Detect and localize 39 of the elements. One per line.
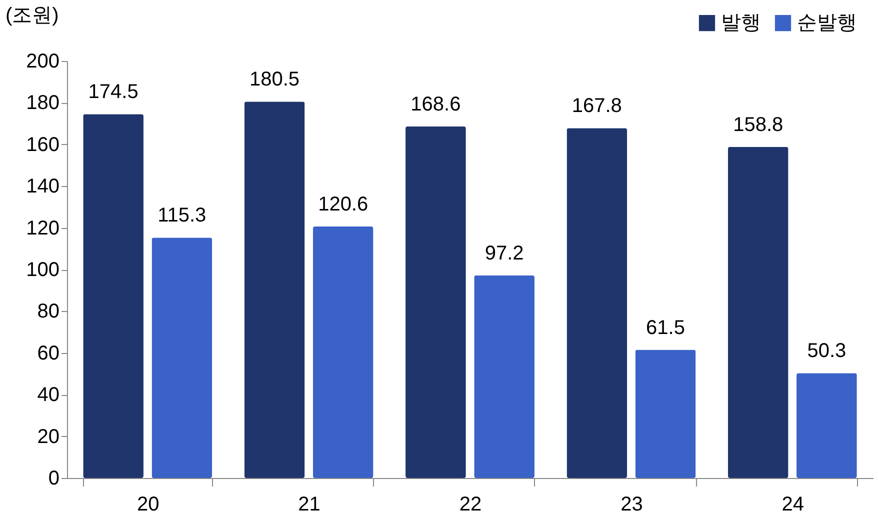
y-tick-label: 100	[26, 259, 60, 281]
legend-label: 발행	[721, 12, 761, 34]
y-tick-label: 160	[26, 134, 60, 156]
bar	[474, 275, 534, 478]
data-label: 50.3	[807, 340, 846, 362]
data-label: 115.3	[158, 204, 206, 227]
y-tick-label: 180	[26, 92, 60, 114]
y-tick-label: 20	[37, 426, 60, 448]
y-tick-label: 140	[26, 176, 60, 198]
bar	[244, 102, 305, 478]
bar	[635, 350, 696, 478]
x-tick-label: 22	[459, 494, 482, 516]
data-label: 167.8	[572, 95, 622, 118]
data-label: 61.5	[646, 316, 685, 339]
x-tick-label: 20	[136, 494, 160, 516]
y-tick-label: 200	[26, 50, 60, 72]
bar	[728, 146, 788, 478]
y-tick-label: 40	[37, 384, 60, 406]
data-label: 180.5	[249, 68, 300, 91]
data-label: 97.2	[484, 242, 524, 264]
bar	[152, 238, 212, 478]
bar	[796, 373, 857, 478]
y-tick-label: 0	[48, 468, 60, 490]
y-axis-title: (조원)	[6, 4, 59, 26]
bar	[312, 226, 374, 478]
y-tick-label: 80	[37, 300, 60, 323]
y-tick-label: 120	[26, 217, 60, 240]
data-label: 168.6	[410, 93, 461, 116]
bar	[83, 114, 144, 478]
data-label: 120.6	[318, 194, 368, 216]
data-label: 158.8	[733, 114, 784, 136]
bar	[406, 126, 466, 478]
x-tick-label: 24	[782, 494, 804, 516]
legend-label: 순발행	[797, 12, 857, 34]
x-tick-label: 23	[620, 494, 643, 516]
bar	[566, 128, 628, 478]
y-tick-label: 60	[37, 342, 60, 364]
x-tick-label: 21	[298, 494, 320, 516]
data-label: 174.5	[88, 81, 138, 104]
